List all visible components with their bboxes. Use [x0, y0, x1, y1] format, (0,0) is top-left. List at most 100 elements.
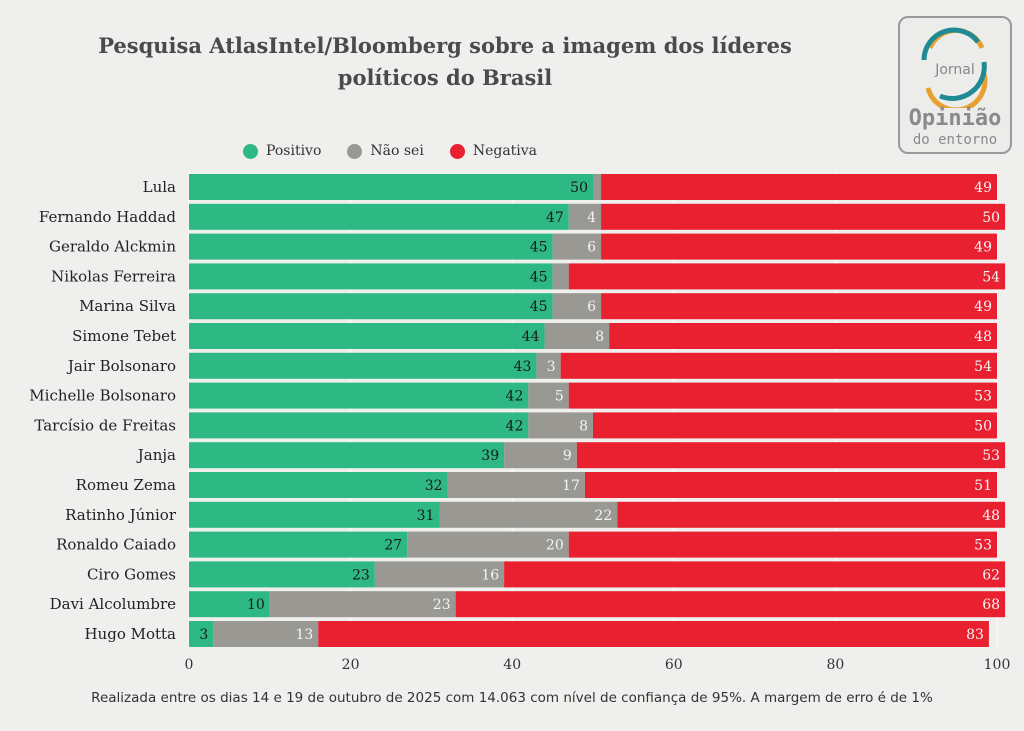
data-label: 50: [982, 210, 1000, 226]
bar-positivo: [189, 382, 529, 409]
bar-positivo: [189, 174, 593, 200]
bar-negativa: [601, 233, 997, 260]
data-label: 22: [594, 508, 612, 524]
category-label: Marina Silva: [79, 297, 176, 315]
bar-negativa: [593, 412, 997, 439]
bar-positivo: [189, 352, 537, 379]
data-label: 6: [587, 240, 596, 256]
logo: Jornal Opinião do entorno: [898, 16, 1012, 154]
data-label: 49: [974, 180, 992, 196]
bar-positivo: [189, 621, 214, 647]
data-label: 20: [546, 538, 564, 554]
data-label: 10: [247, 597, 265, 613]
legend-label: Negativa: [472, 143, 538, 159]
category-label: Michelle Bolsonaro: [29, 387, 176, 405]
bar-n-o-sei: [439, 501, 618, 528]
data-label: 45: [530, 299, 548, 315]
data-label: 5: [555, 389, 564, 405]
x-tick-label: 20: [342, 657, 360, 673]
data-label: 51: [974, 478, 992, 494]
category-label: Fernando Haddad: [39, 208, 176, 226]
data-label: 44: [522, 329, 540, 345]
data-label: 42: [506, 389, 524, 405]
data-label: 49: [974, 240, 992, 256]
data-label: 54: [974, 359, 992, 375]
bar-negativa: [568, 531, 997, 558]
bar-negativa: [601, 293, 997, 320]
bar-n-o-sei: [269, 591, 456, 618]
legend-item-negativa: Negativa: [449, 143, 538, 159]
bar-positivo: [189, 412, 529, 439]
logo-text-sub: do entorno: [912, 132, 998, 148]
bar-positivo: [189, 203, 569, 230]
x-tick-label: 40: [503, 657, 521, 673]
legend: Positivo Não sei Negativa: [243, 143, 537, 159]
bar-positivo: [189, 323, 545, 349]
data-label: 8: [579, 418, 588, 434]
data-label: 32: [425, 478, 443, 494]
bar-negativa: [584, 472, 997, 498]
data-label: 68: [982, 597, 1000, 613]
x-tick-label: 0: [185, 657, 194, 673]
bar-positivo: [189, 591, 270, 618]
bar-negativa: [617, 501, 1006, 528]
data-label: 45: [530, 240, 548, 256]
bar-n-o-sei: [504, 442, 577, 469]
bar-n-o-sei: [552, 233, 602, 260]
data-label: 48: [982, 508, 1000, 524]
category-label: Romeu Zema: [76, 476, 176, 494]
category-label: Geraldo Alckmin: [49, 238, 176, 256]
bar-n-o-sei: [407, 531, 569, 558]
data-label: 16: [481, 567, 499, 583]
data-label: 3: [547, 359, 556, 375]
bar-negativa: [576, 442, 1006, 469]
data-label: 23: [433, 597, 451, 613]
footer-note: Realizada entre os dias 14 e 19 de outub…: [91, 690, 933, 706]
chart-title-line-2: políticos do Brasil: [337, 65, 553, 90]
category-label: Ratinho Júnior: [65, 506, 177, 524]
data-label: 62: [982, 567, 1000, 583]
category-label: Ciro Gomes: [87, 565, 176, 583]
bar-positivo: [189, 442, 505, 469]
bar-negativa: [455, 591, 1006, 618]
bar-positivo: [189, 263, 553, 290]
data-label: 54: [982, 269, 1000, 285]
bar-positivo: [189, 233, 553, 260]
data-label: 53: [982, 448, 1000, 464]
bar-negativa: [601, 203, 1006, 230]
legend-label: Não sei: [370, 143, 424, 159]
category-label: Ronaldo Caiado: [56, 536, 176, 554]
data-label: 3: [199, 627, 208, 643]
data-label: 45: [530, 269, 548, 285]
category-label: Simone Tebet: [72, 327, 176, 345]
bar-n-o-sei: [552, 293, 602, 320]
bar-n-o-sei: [447, 472, 585, 498]
logo-text-big: Opinião: [908, 106, 1002, 131]
bar-negativa: [568, 263, 1006, 290]
bar-negativa: [318, 621, 989, 647]
bar-n-o-sei: [536, 352, 561, 379]
legend-label: Positivo: [266, 143, 322, 159]
category-label: Hugo Motta: [84, 625, 176, 643]
legend-swatch-positivo: [243, 143, 258, 159]
legend-item-positivo: Positivo: [243, 143, 321, 159]
bar-positivo: [189, 501, 440, 528]
bar-n-o-sei: [544, 323, 610, 349]
bar-positivo: [189, 561, 375, 588]
bar-positivo: [189, 293, 553, 320]
data-label: 27: [384, 538, 402, 554]
category-label: Tarcísio de Freitas: [34, 416, 176, 434]
legend-item-nao-sei: Não sei: [347, 143, 424, 159]
data-label: 8: [595, 329, 604, 345]
bar-n-o-sei: [568, 203, 602, 230]
bar-n-o-sei: [528, 412, 593, 439]
data-label: 42: [506, 418, 524, 434]
legend-swatch-nao-sei: [347, 143, 363, 159]
data-label: 23: [352, 567, 370, 583]
category-label: Nikolas Ferreira: [51, 267, 176, 285]
data-label: 43: [514, 359, 532, 375]
bar-positivo: [189, 531, 408, 558]
bar-n-o-sei: [213, 621, 319, 647]
data-label: 17: [562, 478, 580, 494]
